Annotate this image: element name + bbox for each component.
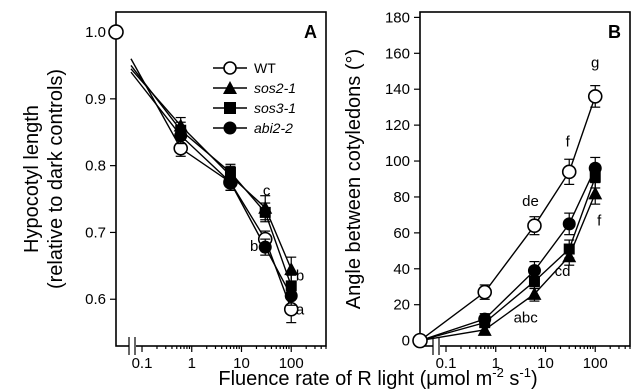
panel-b-point-sos31 [528, 275, 540, 287]
panel-a-point-abi22 [174, 129, 188, 143]
x-label-s: s [504, 368, 520, 390]
panel-a-xtick-label: 100 [279, 355, 304, 372]
legend-abi2-marker [223, 121, 237, 135]
panel-b-ytick-label: 20 [393, 297, 410, 314]
legend-sos3-marker [224, 102, 236, 114]
panel-a-axis-break-gap [129, 338, 136, 354]
legend-abi2-label: abi2-2 [254, 120, 293, 136]
panel-b-ytick-label: 0 [402, 333, 410, 350]
panel-b-ytick-label: 100 [385, 153, 410, 170]
x-label-exp1: -2 [492, 365, 504, 380]
panel-b-significance-letter: de [522, 193, 539, 210]
panel-b-ytick-label: 140 [385, 81, 410, 98]
legend-wt-marker [223, 61, 237, 75]
panel-b-point-sos21 [588, 186, 603, 200]
panel-b-point-sos31 [563, 243, 575, 255]
panel-b-significance-letter: abc [514, 310, 539, 327]
panel-a-point-sos31 [259, 206, 271, 218]
panel-a-significance-letter: b [296, 268, 304, 285]
panel-a-point-sos31 [285, 280, 297, 292]
legend-sos2-label: sos2-1 [254, 80, 296, 96]
panel-b-axis-break-gap [433, 338, 440, 354]
panel-a-ytick-label: 0.7 [85, 224, 106, 241]
panel-b-point-wt [561, 164, 577, 180]
panel-b-point-sos21 [527, 286, 542, 300]
panel-a-xtick-label: 10 [233, 355, 250, 372]
panel-a-point-sos31 [224, 166, 236, 178]
panel-a-ylabel-line2: (relative to dark controls) [45, 69, 67, 289]
x-axis-label: Fluence rate of R light (μmol m-2 s-1) [218, 365, 537, 390]
panel-b-point-sos21 [477, 322, 492, 336]
legend-wt-label: WT [254, 60, 276, 76]
panel-b-xtick-label: 1 [492, 355, 500, 372]
panel-a-significance-letter: c [263, 183, 271, 200]
panel-b-point-wt [587, 89, 603, 104]
x-label-unit: mol m [438, 368, 492, 390]
panel-a-xtick-label: 1 [188, 355, 196, 372]
panel-b-xtick-label: 100 [583, 355, 608, 372]
panel-b-point-abi22 [562, 217, 576, 231]
panel-b-significance-letter: cd [555, 263, 571, 280]
legend-sos3-label: sos3-1 [254, 100, 296, 116]
x-label-exp2: -1 [519, 365, 531, 380]
panel-b-ytick-label: 180 [385, 9, 410, 26]
panel-a-ylabel-line1: Hypocotyl length [21, 105, 43, 253]
panel-a-point-abi22 [284, 289, 298, 303]
panel-b-ytick-label: 80 [393, 189, 410, 206]
panel-a-significance-letter: b [250, 238, 258, 255]
panel-a-dark-control-point [108, 24, 124, 40]
panel-a-significance-letter: a [296, 302, 305, 319]
panel-a-xtick-label: 0.1 [132, 355, 153, 372]
panel-b-significance-letter: g [591, 55, 599, 72]
panel-a-point-abi22 [258, 240, 272, 254]
panel-a-frame [115, 11, 327, 347]
legend: WT sos2-1 sos3-1 abi2-2 [213, 60, 296, 136]
panel-b-point-abi22 [588, 161, 602, 175]
panel-a-point-sos21 [284, 262, 299, 276]
x-label-suffix: ) [531, 368, 538, 390]
legend-sos2-marker [223, 81, 237, 94]
panel-b-significance-letter: f [566, 134, 571, 151]
panel-b-point-abi22 [527, 264, 541, 278]
panel-b: 0.1 1 10 100 0 20 40 60 80 100 120 140 160 180 g f de f c… [343, 9, 631, 372]
panel-b-point-wt [477, 284, 493, 300]
panel-a-ytick-label: 1.0 [85, 24, 106, 41]
panel-a-ytick-label: 0.6 [85, 291, 106, 308]
panel-a-ytick-label: 0.8 [85, 158, 106, 175]
panel-b-frame [419, 11, 631, 347]
panel-b-xtick-label: 0.1 [436, 355, 457, 372]
x-label-prefix: Fluence rate of R light ( [218, 368, 426, 390]
panel-b-label: B [608, 22, 621, 42]
panel-b-ytick-label: 120 [385, 117, 410, 134]
x-label-mu: μ [426, 368, 438, 390]
panel-b-significance-letter: f [597, 213, 602, 230]
panel-b-point-wt [527, 218, 542, 233]
panel-b-dark-control-point [412, 332, 428, 349]
panel-b-xtick-label: 10 [537, 355, 554, 372]
panel-b-ytick-label: 40 [393, 261, 410, 278]
panel-a-point-abi22 [223, 175, 237, 189]
panel-a-label: A [304, 22, 317, 42]
panel-b-point-abi22 [478, 312, 492, 326]
panel-b-ytick-label: 60 [393, 225, 410, 242]
panel-b-ylabel: Angle between cotyledons (°) [343, 49, 365, 309]
panel-a-ytick-label: 0.9 [85, 91, 106, 108]
panel-b-ytick-label: 160 [385, 45, 410, 62]
